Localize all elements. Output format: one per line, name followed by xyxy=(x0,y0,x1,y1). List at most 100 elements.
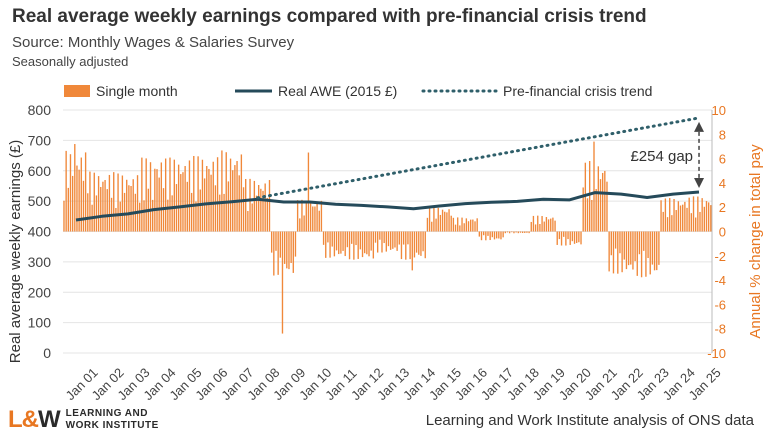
single-month-bar xyxy=(392,231,394,249)
single-month-bar xyxy=(141,157,143,232)
legend-trend-label: Pre-financial crisis trend xyxy=(503,83,652,99)
single-month-bar xyxy=(584,162,587,232)
single-month-bar xyxy=(591,199,593,232)
single-month-bar xyxy=(669,198,671,232)
single-month-bar xyxy=(331,231,333,247)
single-month-bar xyxy=(104,180,106,232)
lw-logo: L&W LEARNING AND WORK INSTITUTE xyxy=(8,406,159,434)
single-month-bar xyxy=(476,218,478,232)
single-month-bar xyxy=(396,231,398,251)
single-month-bar xyxy=(604,170,606,232)
single-month-bar xyxy=(634,231,636,262)
single-month-bar xyxy=(705,201,708,232)
single-month-bar xyxy=(223,193,225,232)
single-month-bar xyxy=(413,231,416,258)
single-month-bar xyxy=(374,231,377,243)
single-month-bar xyxy=(121,175,124,232)
single-month-bar xyxy=(268,180,271,232)
single-month-bar xyxy=(305,200,307,232)
left-tick-label: 500 xyxy=(28,193,52,209)
single-month-bar xyxy=(545,217,548,232)
single-month-bar xyxy=(283,231,286,264)
single-month-bar xyxy=(149,162,152,232)
single-month-bar xyxy=(420,231,422,256)
single-month-bar xyxy=(595,189,597,232)
single-month-bar xyxy=(671,215,673,232)
single-month-bar xyxy=(182,172,184,232)
single-month-bar xyxy=(314,206,316,232)
single-month-bar xyxy=(251,203,253,232)
single-month-bar xyxy=(275,231,277,251)
right-tick-label: 2 xyxy=(719,200,726,215)
single-month-bar xyxy=(84,152,87,232)
single-month-bar xyxy=(309,203,312,232)
single-month-bar xyxy=(160,162,163,232)
single-month-bar xyxy=(567,231,569,240)
single-month-bar xyxy=(448,209,450,232)
single-month-bar xyxy=(454,224,457,232)
gap-annotation: £254 gap xyxy=(630,121,705,189)
single-month-bar xyxy=(219,194,221,232)
single-month-bar xyxy=(338,231,340,255)
single-month-bar xyxy=(221,150,223,232)
single-month-bar xyxy=(563,231,565,237)
single-month-bar xyxy=(173,159,175,232)
single-month-bar xyxy=(95,195,98,232)
single-month-bar xyxy=(290,231,292,263)
single-month-bar xyxy=(206,166,208,232)
single-month-bar xyxy=(353,231,355,260)
single-month-bar xyxy=(461,217,463,232)
single-month-bar xyxy=(565,231,567,246)
single-month-bar xyxy=(188,160,191,232)
single-month-bar xyxy=(636,231,638,276)
single-month-bar xyxy=(245,178,247,232)
single-month-bar xyxy=(682,204,684,232)
single-month-bar xyxy=(405,231,407,260)
single-month-bar xyxy=(677,201,680,232)
single-month-bar xyxy=(537,215,539,232)
single-month-bar xyxy=(554,220,556,232)
legend: Single month Real AWE (2015 £) Pre-financi… xyxy=(64,83,652,99)
left-tick-label: 200 xyxy=(28,284,52,300)
single-month-bar xyxy=(281,231,284,334)
single-month-bar xyxy=(649,231,651,275)
single-month-bar xyxy=(470,219,472,232)
single-month-bar xyxy=(234,165,236,232)
right-tick-label: 4 xyxy=(719,176,726,191)
single-month-bar xyxy=(576,231,578,243)
single-month-bar xyxy=(610,231,612,256)
single-month-bar xyxy=(240,154,243,232)
single-month-bar xyxy=(519,231,522,233)
single-month-bar xyxy=(74,144,76,232)
single-month-bar xyxy=(294,231,297,257)
single-month-bar xyxy=(662,211,664,232)
single-month-bar xyxy=(238,175,240,232)
single-month-bar xyxy=(381,231,383,253)
single-month-bar xyxy=(588,161,591,232)
single-month-bar xyxy=(630,231,632,265)
single-month-bar xyxy=(82,180,85,232)
single-month-bar xyxy=(318,210,320,232)
single-month-bar xyxy=(643,231,645,251)
single-month-bar xyxy=(465,218,468,232)
single-month-bar xyxy=(242,187,245,232)
single-month-bar xyxy=(673,198,675,232)
single-month-bar xyxy=(638,231,641,255)
left-tick-label: 400 xyxy=(28,224,52,240)
single-month-bar xyxy=(201,159,204,232)
single-month-bar xyxy=(402,231,405,245)
single-month-bar xyxy=(63,200,65,232)
single-month-bar xyxy=(599,179,602,232)
single-month-bar xyxy=(177,164,180,232)
single-month-bar xyxy=(504,231,506,234)
right-tick-label: -2 xyxy=(714,249,726,264)
single-month-bar xyxy=(608,231,610,272)
single-month-bar xyxy=(703,206,706,232)
single-month-bar xyxy=(502,231,504,238)
single-month-bar xyxy=(653,231,656,271)
single-month-bar xyxy=(623,231,625,260)
single-month-bar xyxy=(459,225,461,232)
right-tick-label: -6 xyxy=(714,297,726,312)
single-month-bar xyxy=(580,231,582,245)
single-month-bar xyxy=(370,231,372,251)
